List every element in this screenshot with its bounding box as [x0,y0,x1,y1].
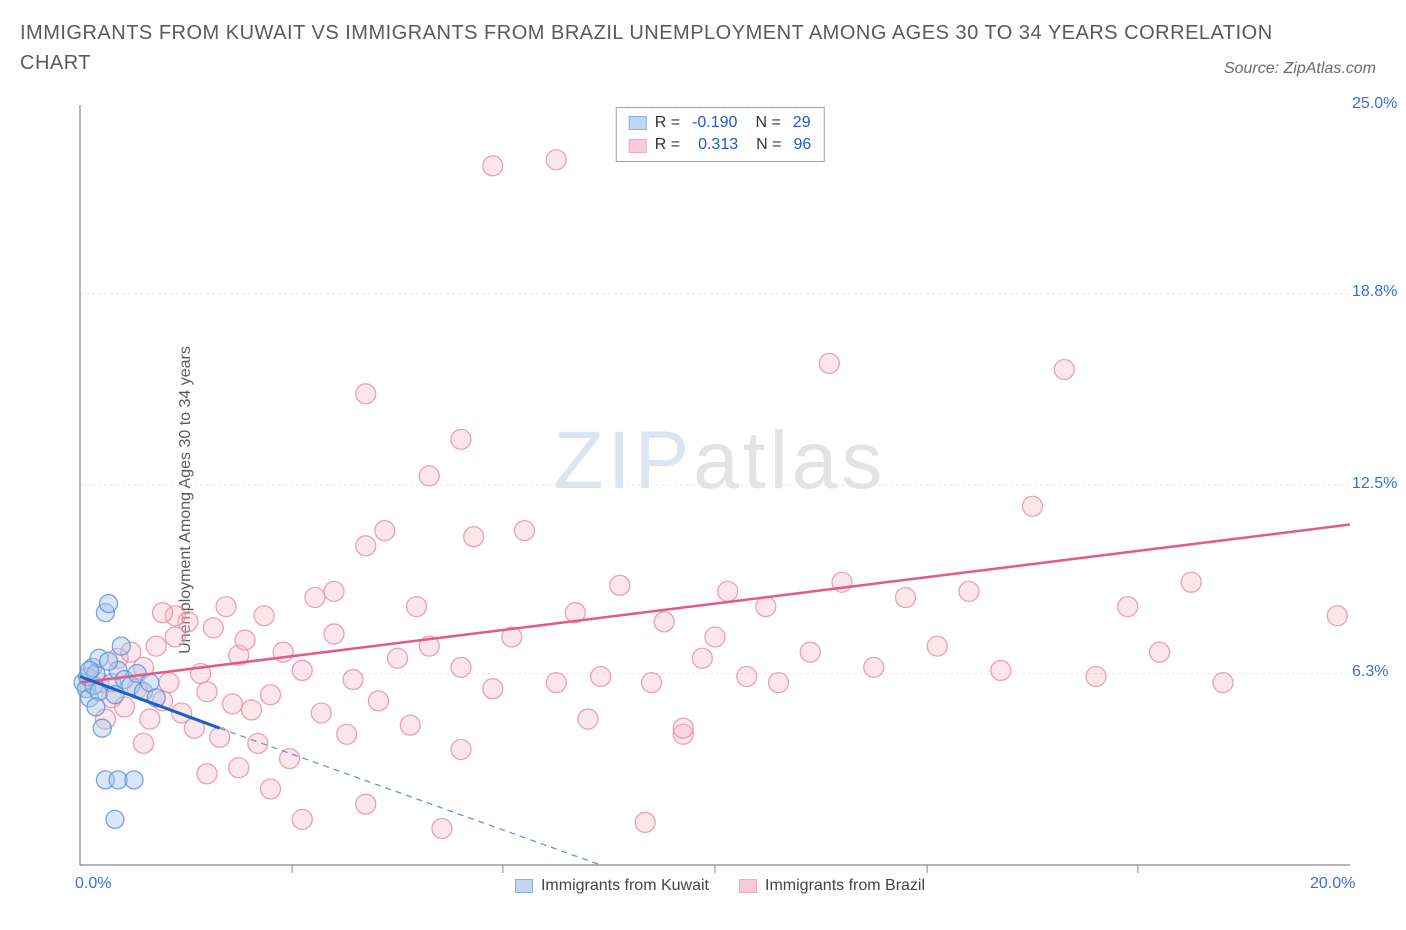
source-citation: Source: ZipAtlas.com [1224,60,1376,78]
legend-swatch-brazil [629,139,647,153]
legend-swatch-kuwait [629,116,647,130]
chart-title: IMMIGRANTS FROM KUWAIT VS IMMIGRANTS FRO… [20,18,1273,78]
axis-tick-label: 18.8% [1352,283,1397,301]
scatter-plot-svg [50,105,1390,895]
legend-item-kuwait: Immigrants from Kuwait [515,877,709,895]
axis-tick-label: 6.3% [1352,663,1388,681]
axis-tick-label: 12.5% [1352,475,1397,493]
legend-row-brazil: R = 0.313 N = 96 [629,134,812,156]
legend-swatch-brazil-icon [739,879,757,893]
legend-swatch-kuwait-icon [515,879,533,893]
series-legend: Immigrants from Kuwait Immigrants from B… [515,877,925,895]
legend-row-kuwait: R = -0.190 N = 29 [629,112,812,134]
correlation-legend: R = -0.190 N = 29 R = 0.313 N = 96 [616,107,825,162]
legend-item-brazil: Immigrants from Brazil [739,877,925,895]
axis-tick-label: 25.0% [1352,95,1397,113]
axis-tick-label: 0.0% [75,875,111,893]
chart-area: Unemployment Among Ages 30 to 34 years Z… [50,105,1390,895]
axis-tick-label: 20.0% [1310,875,1355,893]
